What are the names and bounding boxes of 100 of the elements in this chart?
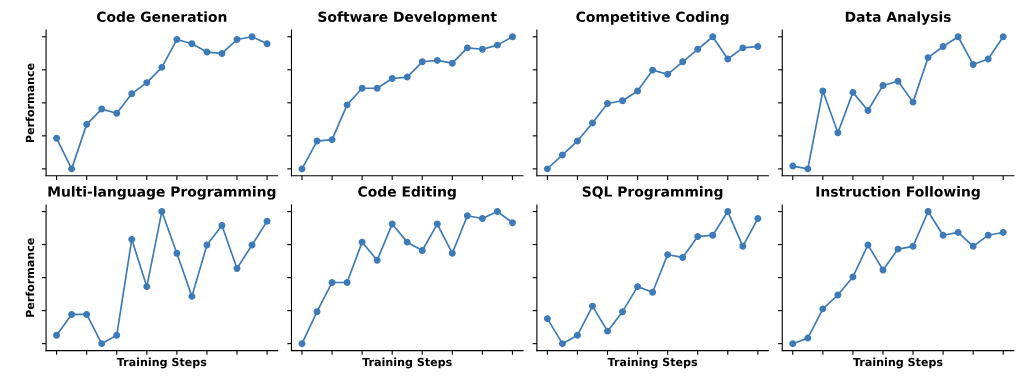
- point: [418, 58, 426, 66]
- point: [709, 231, 717, 239]
- point: [649, 288, 657, 296]
- point: [679, 253, 687, 261]
- point: [739, 242, 747, 250]
- point: [924, 208, 932, 216]
- point: [98, 340, 106, 348]
- point: [83, 310, 91, 318]
- point: [188, 40, 196, 48]
- chart-title: Instruction Following: [816, 186, 980, 200]
- point: [298, 340, 306, 348]
- point: [664, 251, 672, 259]
- point: [343, 279, 351, 286]
- point: [984, 231, 992, 239]
- point: [358, 84, 366, 92]
- point: [493, 208, 501, 216]
- chart-title: SQL Programming: [582, 186, 723, 200]
- point: [448, 59, 456, 67]
- point: [589, 302, 596, 310]
- point: [634, 283, 642, 291]
- point: [864, 241, 872, 249]
- point: [128, 235, 136, 243]
- point: [113, 331, 121, 339]
- point: [388, 220, 396, 228]
- point: [924, 54, 932, 62]
- point: [128, 90, 136, 98]
- point: [373, 256, 381, 264]
- point: [939, 231, 947, 239]
- point: [849, 88, 857, 96]
- point: [53, 134, 61, 142]
- point: [463, 212, 471, 220]
- point: [573, 137, 581, 145]
- point: [558, 151, 566, 159]
- point: [604, 100, 611, 107]
- point: [789, 340, 797, 348]
- point: [939, 43, 947, 50]
- point: [233, 36, 241, 44]
- point: [879, 81, 887, 89]
- point: [263, 217, 271, 225]
- point: [418, 247, 426, 254]
- point: [679, 58, 687, 66]
- point: [173, 36, 181, 44]
- point: [218, 49, 226, 57]
- point: [999, 228, 1007, 236]
- x-axis-title: Training Steps: [853, 357, 943, 369]
- point: [694, 45, 702, 53]
- point: [739, 44, 747, 52]
- point: [849, 273, 857, 281]
- point: [754, 43, 762, 50]
- point: [819, 87, 827, 95]
- point: [373, 84, 381, 92]
- point: [558, 340, 566, 348]
- point: [388, 75, 396, 82]
- point: [724, 208, 732, 216]
- point: [143, 283, 151, 291]
- point: [248, 33, 256, 41]
- point: [433, 56, 441, 64]
- point: [664, 70, 672, 78]
- point: [478, 45, 486, 53]
- point: [589, 119, 596, 127]
- point: [508, 219, 516, 227]
- point: [188, 292, 196, 300]
- point: [448, 249, 456, 257]
- point: [619, 97, 627, 105]
- point: [954, 33, 962, 41]
- y-axis-title: Performance: [25, 238, 35, 317]
- chart-title: Code Editing: [358, 186, 456, 200]
- chart-title: Competitive Coding: [576, 11, 729, 25]
- point: [158, 208, 166, 216]
- point: [493, 41, 501, 49]
- point: [604, 327, 611, 335]
- point: [53, 331, 61, 339]
- point: [358, 238, 366, 246]
- point: [804, 165, 812, 173]
- point: [864, 106, 872, 114]
- point: [754, 215, 762, 222]
- point: [909, 98, 917, 106]
- point: [68, 310, 76, 318]
- point: [463, 44, 471, 52]
- point: [984, 55, 992, 63]
- point: [619, 308, 627, 316]
- point: [313, 308, 321, 316]
- point: [433, 220, 441, 228]
- point: [158, 63, 166, 71]
- point: [98, 105, 106, 113]
- point: [403, 238, 411, 246]
- point: [819, 305, 827, 313]
- point: [724, 55, 732, 63]
- point: [969, 61, 977, 69]
- point: [173, 249, 181, 257]
- point: [543, 315, 551, 323]
- y-axis-title: Performance: [25, 63, 35, 143]
- chart-title: Code Generation: [96, 11, 227, 23]
- point: [999, 33, 1007, 41]
- point: [954, 228, 962, 236]
- point: [834, 291, 842, 299]
- point: [113, 109, 121, 117]
- point: [543, 165, 551, 173]
- x-axis-title: Training Steps: [362, 357, 452, 369]
- point: [203, 48, 211, 56]
